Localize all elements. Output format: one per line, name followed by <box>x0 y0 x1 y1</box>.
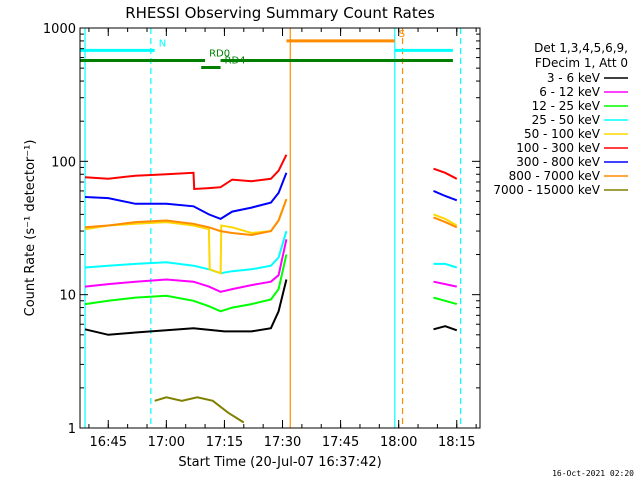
legend-label: 7000 - 15000 keV <box>493 183 600 197</box>
x-tick-label: 17:30 <box>264 435 301 450</box>
plot-frame <box>79 27 481 429</box>
x-axis-label: Start Time (20-Jul-07 16:37:42) <box>178 455 381 470</box>
series-line <box>84 172 288 221</box>
series-line <box>154 396 245 424</box>
flag-label: S <box>399 29 405 40</box>
series-line <box>433 216 458 229</box>
x-tick-label: 17:45 <box>322 435 359 450</box>
series-line <box>84 198 288 237</box>
series-line <box>84 154 288 191</box>
series-line <box>84 254 288 313</box>
series-line <box>84 239 288 293</box>
x-tick-label: 16:45 <box>90 435 127 450</box>
series-line <box>84 279 288 336</box>
series-line <box>433 189 458 202</box>
y-axis-label: Count Rate (s⁻¹ detector⁻¹) <box>23 140 38 317</box>
y-tick-label: 100 <box>51 155 76 170</box>
series-line <box>433 262 458 269</box>
legend-label: 25 - 50 keV <box>532 113 601 127</box>
chart-title: RHESSI Observing Summary Count Rates <box>125 4 435 22</box>
y-tick-label: 10 <box>59 289 76 304</box>
flag-label: N <box>159 38 166 49</box>
legend-label: 100 - 300 keV <box>516 141 600 155</box>
y-tick-label: 1 <box>68 422 76 437</box>
x-tick-label: 17:00 <box>148 435 185 450</box>
legend-label: 800 - 7000 keV <box>509 169 601 183</box>
footer-date: 16-Oct-2021 02:20 <box>552 469 634 478</box>
series-line <box>433 325 458 332</box>
legend-label: 6 - 12 keV <box>539 85 601 99</box>
flag-label: RD0 <box>209 49 230 60</box>
legend-header: FDecim 1, Att 0 <box>535 56 628 70</box>
series-line <box>433 296 458 306</box>
x-tick-label: 18:00 <box>380 435 417 450</box>
legend-label: 12 - 25 keV <box>532 99 601 113</box>
legend-label: 3 - 6 keV <box>547 71 601 85</box>
series-line <box>433 213 458 227</box>
legend-label: 300 - 800 keV <box>516 155 600 169</box>
legend-header: Det 1,3,4,5,6,9, <box>534 41 628 55</box>
flag-label: RD4 <box>225 56 246 67</box>
series-line <box>433 167 458 180</box>
legend-label: 50 - 100 keV <box>524 127 601 141</box>
x-tick-label: 17:15 <box>206 435 243 450</box>
y-tick-label: 1000 <box>43 22 76 37</box>
series-line <box>433 280 458 288</box>
x-tick-label: 18:15 <box>438 435 475 450</box>
